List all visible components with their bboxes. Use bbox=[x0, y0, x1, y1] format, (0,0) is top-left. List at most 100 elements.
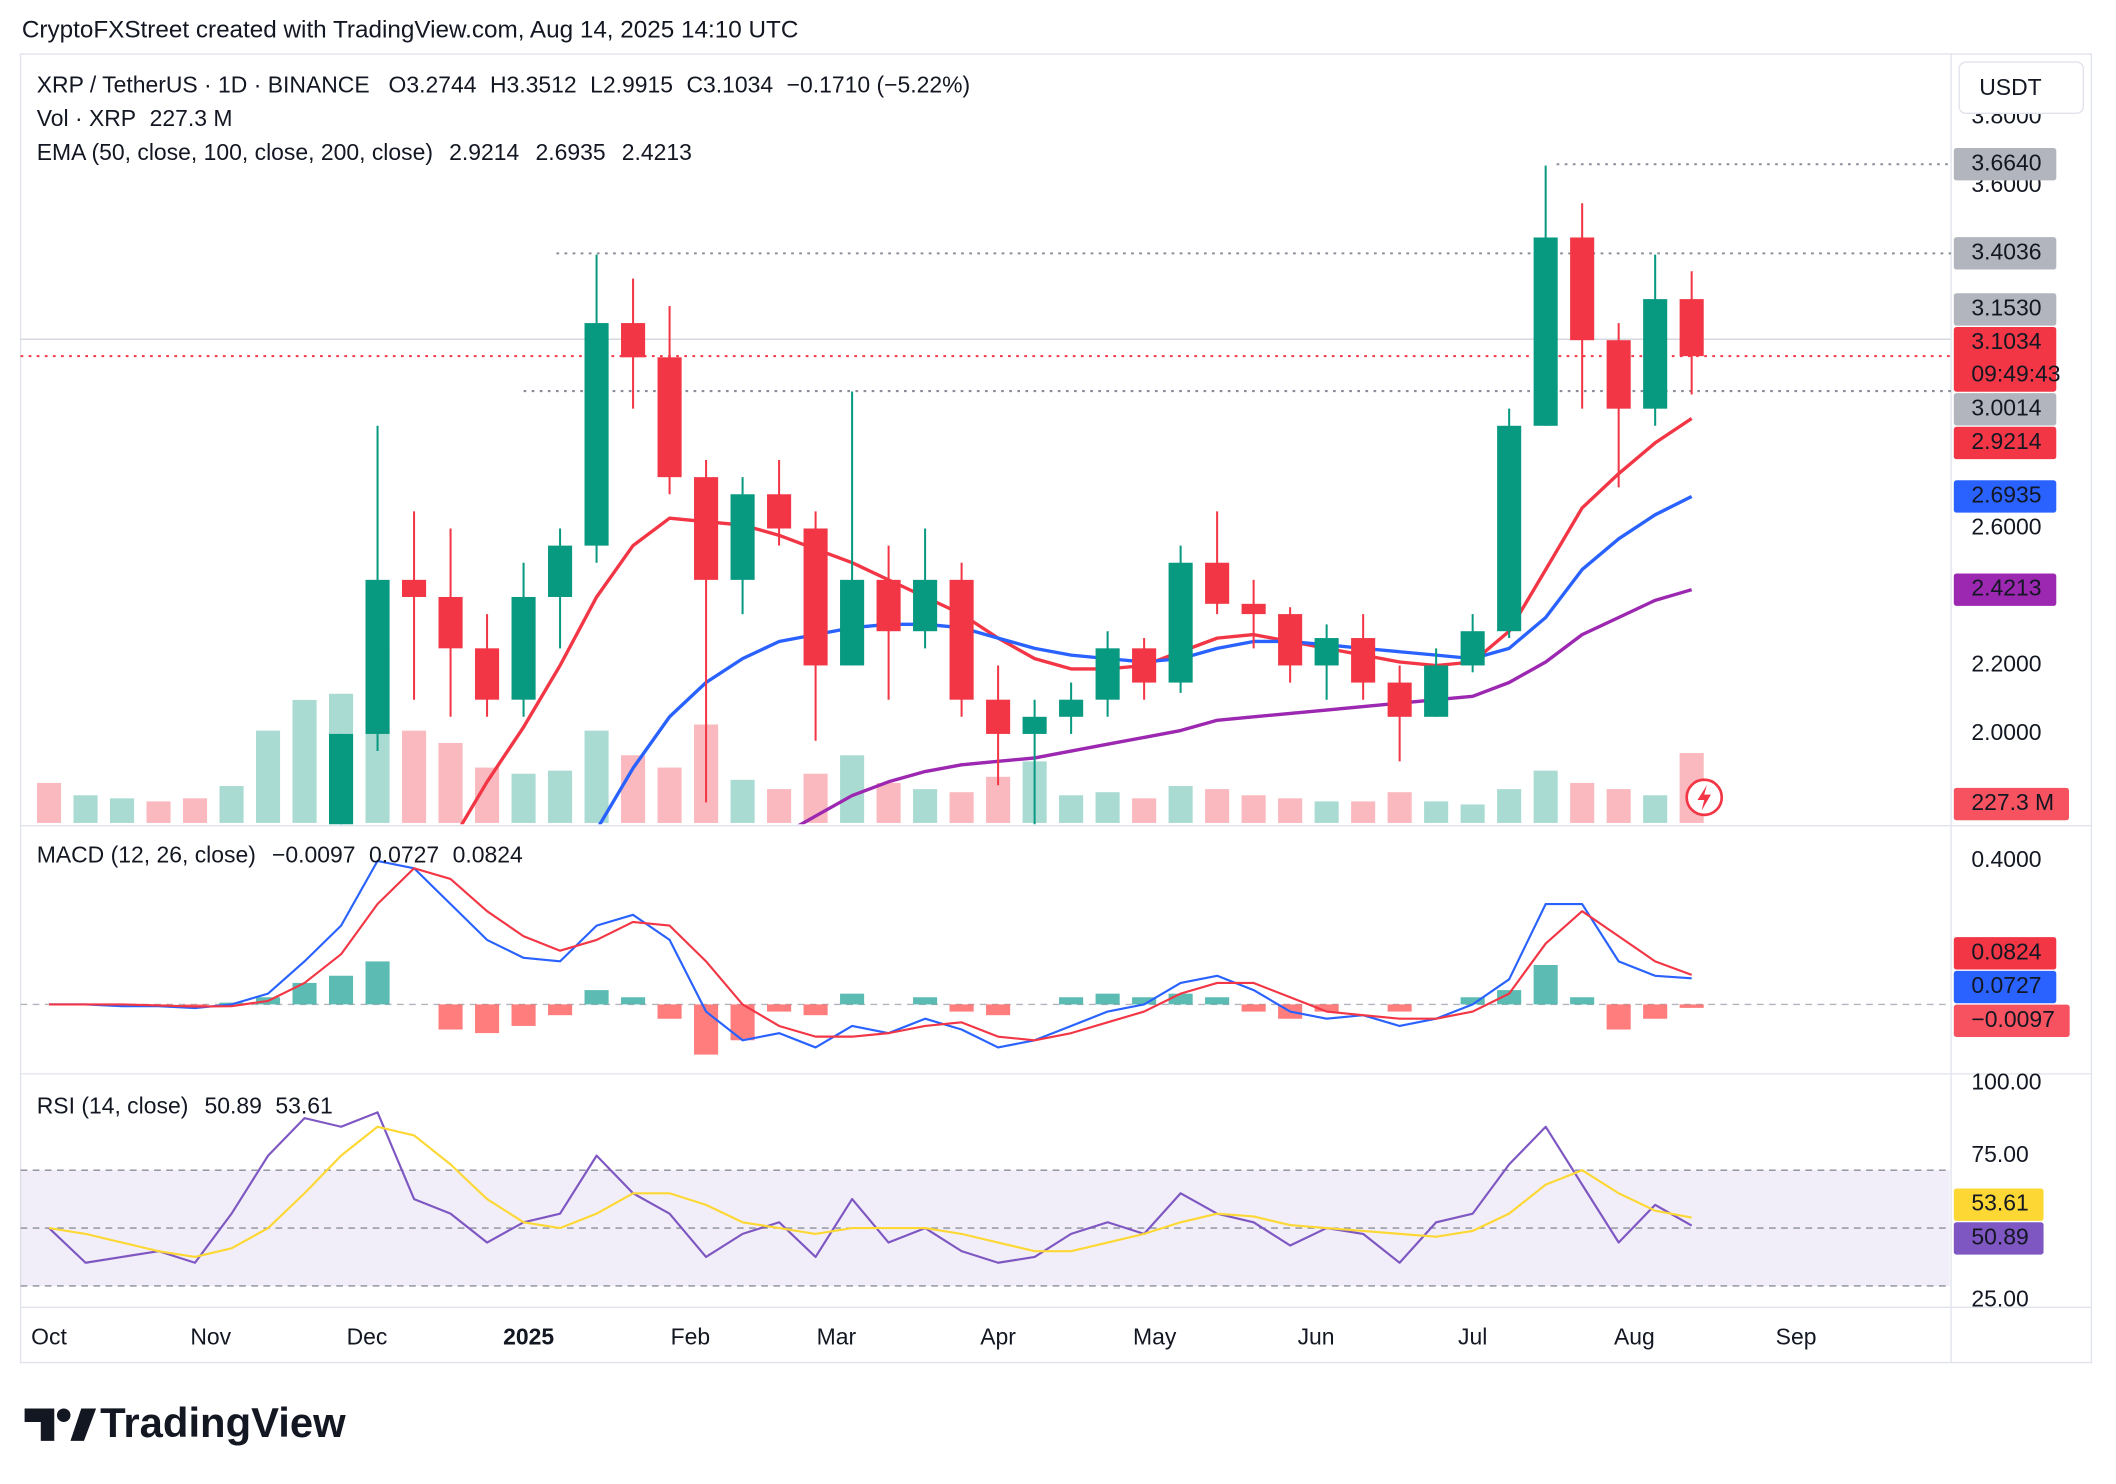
volume-bar bbox=[146, 801, 171, 823]
volume-bar bbox=[1095, 792, 1120, 823]
volume-bar bbox=[1278, 798, 1303, 823]
legend-text: 3.3512 bbox=[507, 71, 577, 97]
volume-bar bbox=[255, 730, 281, 823]
legend-text: RSI (14, close) bbox=[37, 1093, 189, 1119]
volume-bar bbox=[511, 773, 536, 823]
volume-bar bbox=[1168, 786, 1193, 823]
y-tick-label: 2.6000 bbox=[1971, 514, 2041, 540]
volume-bar bbox=[767, 789, 792, 823]
volume-bar bbox=[1570, 782, 1595, 823]
price-label-box bbox=[1953, 1188, 2044, 1221]
price-label-box bbox=[1953, 1222, 2044, 1255]
volume-bar bbox=[1132, 798, 1157, 823]
candle-body bbox=[767, 494, 792, 529]
volume-bar bbox=[1533, 770, 1558, 823]
candle-body bbox=[730, 494, 755, 580]
legend-text: C bbox=[686, 71, 703, 97]
macd-histogram-bar bbox=[1460, 997, 1485, 1005]
price-label-box bbox=[1953, 426, 2057, 460]
price-label-box bbox=[1953, 937, 2057, 970]
y-tick-label: 100.00 bbox=[1971, 1068, 2041, 1094]
candle-body bbox=[803, 528, 828, 666]
macd-histogram-bar bbox=[1606, 1004, 1631, 1030]
replay-icon[interactable] bbox=[1685, 778, 1724, 817]
price-label-box bbox=[1953, 293, 2057, 326]
candle-body bbox=[1679, 299, 1704, 357]
candle-body bbox=[1643, 299, 1668, 409]
macd-histogram-bar bbox=[438, 1004, 463, 1030]
legend-text: 2.9214 bbox=[449, 139, 519, 165]
x-tick-label: Apr bbox=[980, 1323, 1016, 1349]
volume-bar bbox=[1241, 795, 1266, 823]
price-label: 0.0727 bbox=[1971, 972, 2041, 998]
candle-body bbox=[1022, 716, 1047, 734]
legend-text: 2.9915 bbox=[603, 71, 673, 97]
volume-bar bbox=[1314, 801, 1339, 823]
x-tick-label: Sep bbox=[1776, 1323, 1817, 1349]
x-tick-label: May bbox=[1133, 1323, 1177, 1349]
candle-body bbox=[840, 579, 865, 666]
macd-histogram-bar bbox=[1497, 990, 1522, 1005]
rsi-pane bbox=[20, 1111, 1950, 1287]
candle-body bbox=[1497, 425, 1522, 632]
macd-histogram-bar bbox=[1679, 1004, 1704, 1008]
volume-bar bbox=[1606, 789, 1631, 823]
volume-bar bbox=[876, 782, 901, 823]
indicator-line bbox=[459, 417, 1693, 825]
macd-histogram-bar bbox=[1314, 1004, 1339, 1012]
candle-body bbox=[1424, 665, 1449, 717]
legend-text: XRP / TetherUS · 1D · BINANCE bbox=[37, 71, 370, 97]
countdown-label: 09:49:43 bbox=[1971, 361, 2060, 387]
volume-bar bbox=[73, 795, 98, 823]
candle-body bbox=[913, 579, 938, 632]
price-label-box bbox=[1953, 787, 2070, 821]
x-tick-label: 2025 bbox=[503, 1323, 554, 1349]
volume-bar bbox=[438, 742, 463, 823]
candle-body bbox=[694, 477, 719, 580]
x-tick-label: Oct bbox=[31, 1323, 67, 1349]
macd-histogram-bar bbox=[1132, 997, 1157, 1005]
indicator-line bbox=[797, 588, 1693, 825]
x-tick-label: Aug bbox=[1614, 1323, 1655, 1349]
candle-body bbox=[876, 579, 901, 632]
legend-text: 2.4213 bbox=[622, 139, 692, 165]
price-label: 2.9214 bbox=[1971, 428, 2041, 454]
macd-histogram-bar bbox=[949, 1004, 974, 1012]
macd-histogram-bar bbox=[1387, 1004, 1412, 1012]
price-label-box bbox=[1953, 148, 2057, 181]
macd-histogram-bar bbox=[1643, 1004, 1668, 1019]
macd-histogram-bar bbox=[548, 1004, 573, 1016]
candle-body bbox=[402, 579, 427, 597]
price-label: 3.4036 bbox=[1971, 238, 2041, 264]
candle-body bbox=[1351, 638, 1376, 683]
legend-text: −0.1710 (−5.22%) bbox=[787, 71, 971, 97]
volume-bar bbox=[548, 770, 573, 823]
volume-bar bbox=[109, 798, 135, 823]
volume-bar bbox=[1643, 795, 1668, 823]
macd-histogram-bar bbox=[657, 1004, 682, 1019]
legend-text: 53.61 bbox=[275, 1093, 332, 1119]
legend-text: 3.2744 bbox=[406, 71, 476, 97]
legend-text: 50.89 bbox=[205, 1093, 262, 1119]
price-label: 3.0014 bbox=[1971, 394, 2041, 420]
price-label: 3.1034 bbox=[1971, 328, 2041, 354]
candle-body bbox=[1132, 648, 1157, 683]
candle-body bbox=[1533, 237, 1558, 426]
attribution: CryptoFXStreet created with TradingView.… bbox=[22, 16, 798, 43]
legend-text: 2.6935 bbox=[535, 139, 605, 165]
price-label: 2.6935 bbox=[1971, 482, 2041, 508]
volume-bar bbox=[1205, 789, 1230, 823]
macd-histogram-bar bbox=[621, 997, 646, 1005]
macd-histogram-bar bbox=[1533, 964, 1558, 1005]
candle-body bbox=[949, 579, 974, 700]
price-label: 50.89 bbox=[1971, 1223, 2028, 1249]
price-label-box bbox=[1953, 393, 2057, 426]
legend-text: Vol · XRP bbox=[37, 105, 136, 131]
macd-histogram-bar bbox=[1168, 993, 1193, 1005]
y-tick-label: 2.2000 bbox=[1971, 651, 2041, 677]
macd-histogram-bar bbox=[1205, 997, 1230, 1005]
price-label: 2.4213 bbox=[1971, 575, 2041, 601]
currency-button[interactable] bbox=[1958, 61, 2084, 114]
